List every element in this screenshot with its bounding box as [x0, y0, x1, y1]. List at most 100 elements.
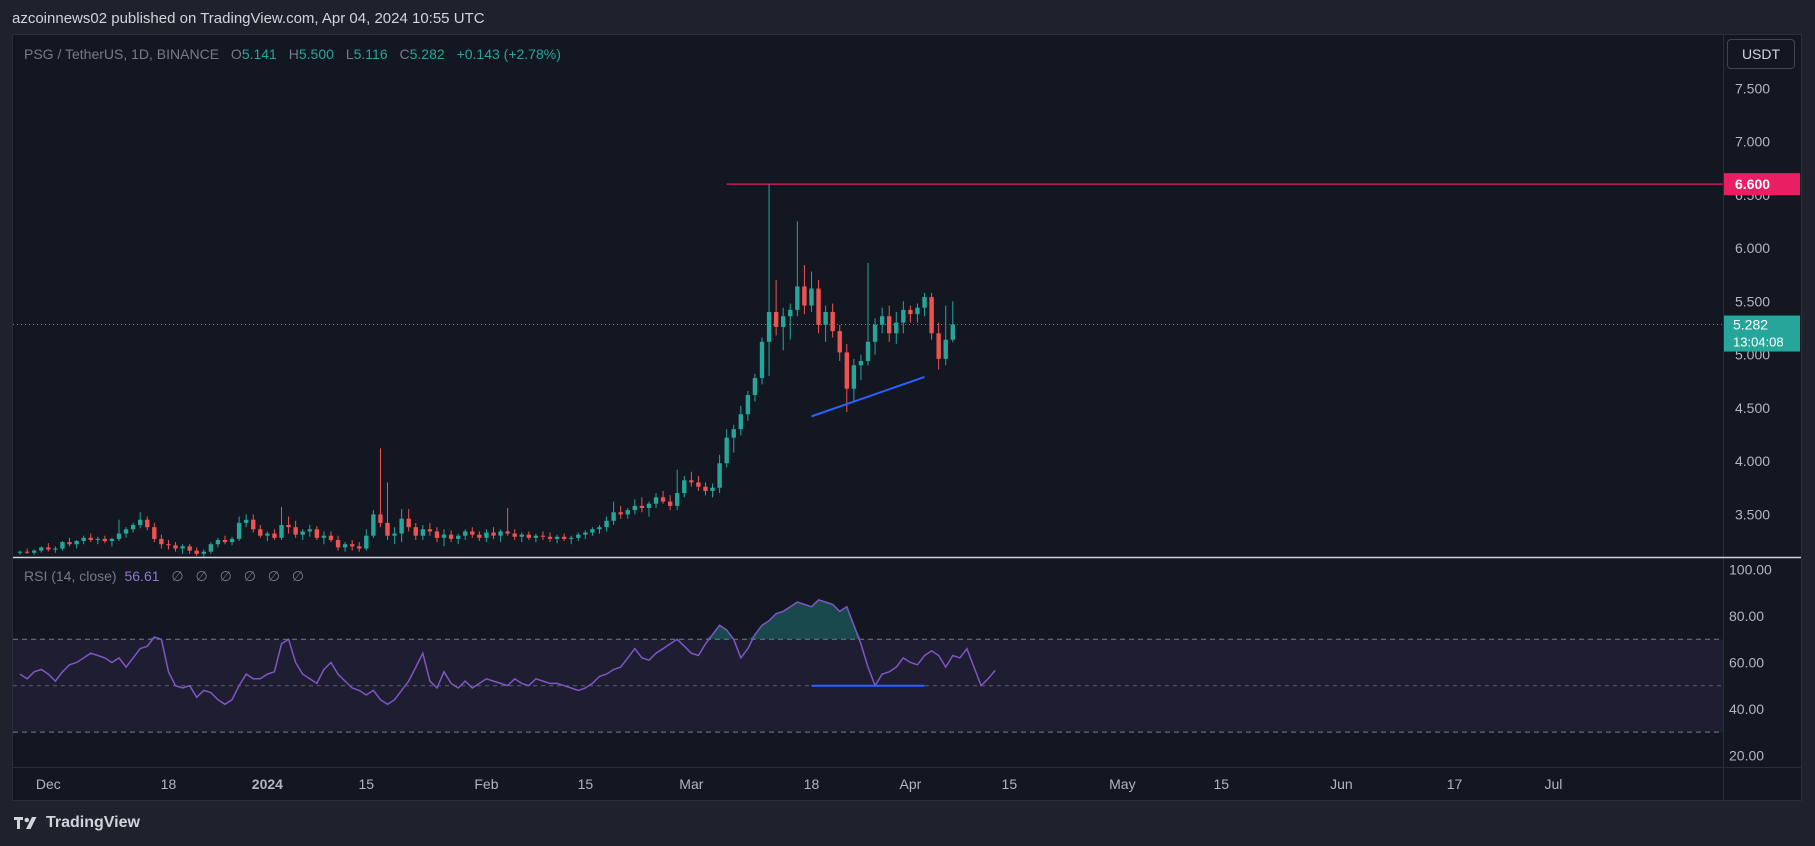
candle	[950, 301, 955, 343]
candle	[604, 516, 609, 532]
candle-body	[675, 493, 680, 506]
candle-body	[781, 316, 786, 327]
bar-countdown: 13:04:08	[1733, 335, 1784, 350]
candle	[32, 549, 37, 555]
candle	[901, 301, 906, 334]
candle-body	[46, 547, 51, 550]
candle	[717, 454, 722, 494]
candle-body	[251, 519, 256, 530]
chart-canvas[interactable]: 3.5004.0004.5005.0005.5006.0006.5007.000…	[13, 35, 1801, 800]
last-price-value: 5.282	[1733, 317, 1768, 333]
candle-body	[328, 535, 334, 540]
candle-body	[561, 536, 567, 539]
chart-frame[interactable]: 3.5004.0004.5005.0005.5006.0006.5007.000…	[12, 34, 1802, 801]
candle	[194, 547, 199, 556]
candle	[364, 529, 369, 551]
candle-body	[569, 537, 574, 539]
candle-body	[399, 518, 404, 534]
candle	[321, 531, 327, 545]
candle	[385, 482, 390, 540]
candle	[731, 424, 736, 453]
time-tick-label: 15	[1002, 776, 1018, 792]
candle	[130, 522, 136, 533]
candle-body	[427, 529, 433, 532]
candle-body	[533, 535, 539, 538]
rsi-value: 56.61	[124, 568, 160, 584]
candle-body	[74, 541, 79, 545]
candle-body	[455, 535, 461, 539]
currency-selector[interactable]: USDT	[1727, 39, 1795, 69]
candle	[646, 501, 652, 517]
candle	[858, 354, 864, 381]
candle	[477, 531, 482, 542]
time-tick-label: Jul	[1544, 776, 1562, 792]
candle-body	[872, 324, 878, 342]
tradingview-brand[interactable]: TradingView	[12, 814, 140, 832]
candle	[887, 305, 892, 342]
candle-body	[314, 529, 320, 538]
candle-body	[420, 529, 426, 536]
candle	[632, 499, 638, 515]
candle	[265, 531, 270, 542]
candle-body	[809, 288, 814, 306]
candle	[533, 533, 539, 543]
candle	[915, 303, 920, 323]
candle	[505, 507, 510, 536]
candle	[60, 541, 65, 551]
candle-body	[830, 311, 835, 332]
tradingview-logo-icon	[14, 817, 37, 829]
candle-body	[17, 551, 23, 553]
price-tick-label: 5.500	[1735, 293, 1770, 309]
candle	[251, 514, 256, 533]
candle-body	[865, 341, 871, 361]
rsi-tick-label: 40.00	[1729, 701, 1764, 717]
candle-body	[724, 437, 729, 464]
change-value: +0.143 (+2.78%)	[456, 46, 561, 62]
candle-body	[349, 544, 355, 547]
candle	[809, 271, 814, 312]
candle-body	[547, 536, 553, 539]
candle	[837, 324, 842, 361]
candle	[576, 532, 581, 542]
candle	[145, 516, 150, 531]
candle-body	[858, 360, 864, 366]
candle	[173, 542, 178, 552]
candle-body	[67, 542, 72, 545]
candle-body	[137, 519, 143, 526]
rsi-legend: RSI (14, close) 56.61 ∅ ∅ ∅ ∅ ∅ ∅	[24, 568, 304, 585]
candle-body	[448, 534, 454, 539]
candle-body	[519, 534, 524, 537]
candle-body	[24, 551, 30, 553]
candle	[187, 544, 192, 554]
time-tick-label: 15	[359, 776, 375, 792]
candle-body	[710, 487, 715, 491]
low-value: 5.116	[353, 46, 388, 62]
candle	[392, 527, 397, 545]
time-tick-label: 15	[578, 776, 594, 792]
resistance-label-bg	[1724, 173, 1800, 196]
candle-body	[788, 309, 793, 317]
candle-body	[773, 311, 779, 327]
candle	[879, 307, 885, 334]
candle-body	[639, 505, 645, 508]
rsi-tick-label: 80.00	[1729, 608, 1764, 624]
low-label: L	[345, 46, 354, 62]
candle-body	[929, 297, 934, 334]
candle-body	[731, 429, 736, 438]
candle	[597, 525, 602, 534]
candle-body	[286, 525, 291, 528]
time-tick-label: 17	[1447, 776, 1463, 792]
last-price-label: 5.282 13:04:08	[1724, 315, 1800, 352]
candle-body	[173, 545, 178, 549]
candle	[752, 373, 758, 402]
candle-body	[498, 531, 503, 536]
candle	[39, 546, 44, 553]
candle	[710, 483, 715, 498]
candle	[830, 303, 835, 338]
candle-body	[470, 531, 475, 535]
candle-body	[434, 531, 440, 538]
candle	[229, 536, 235, 546]
candle-body	[95, 538, 100, 540]
candle-body	[229, 538, 235, 543]
candle	[272, 529, 277, 540]
